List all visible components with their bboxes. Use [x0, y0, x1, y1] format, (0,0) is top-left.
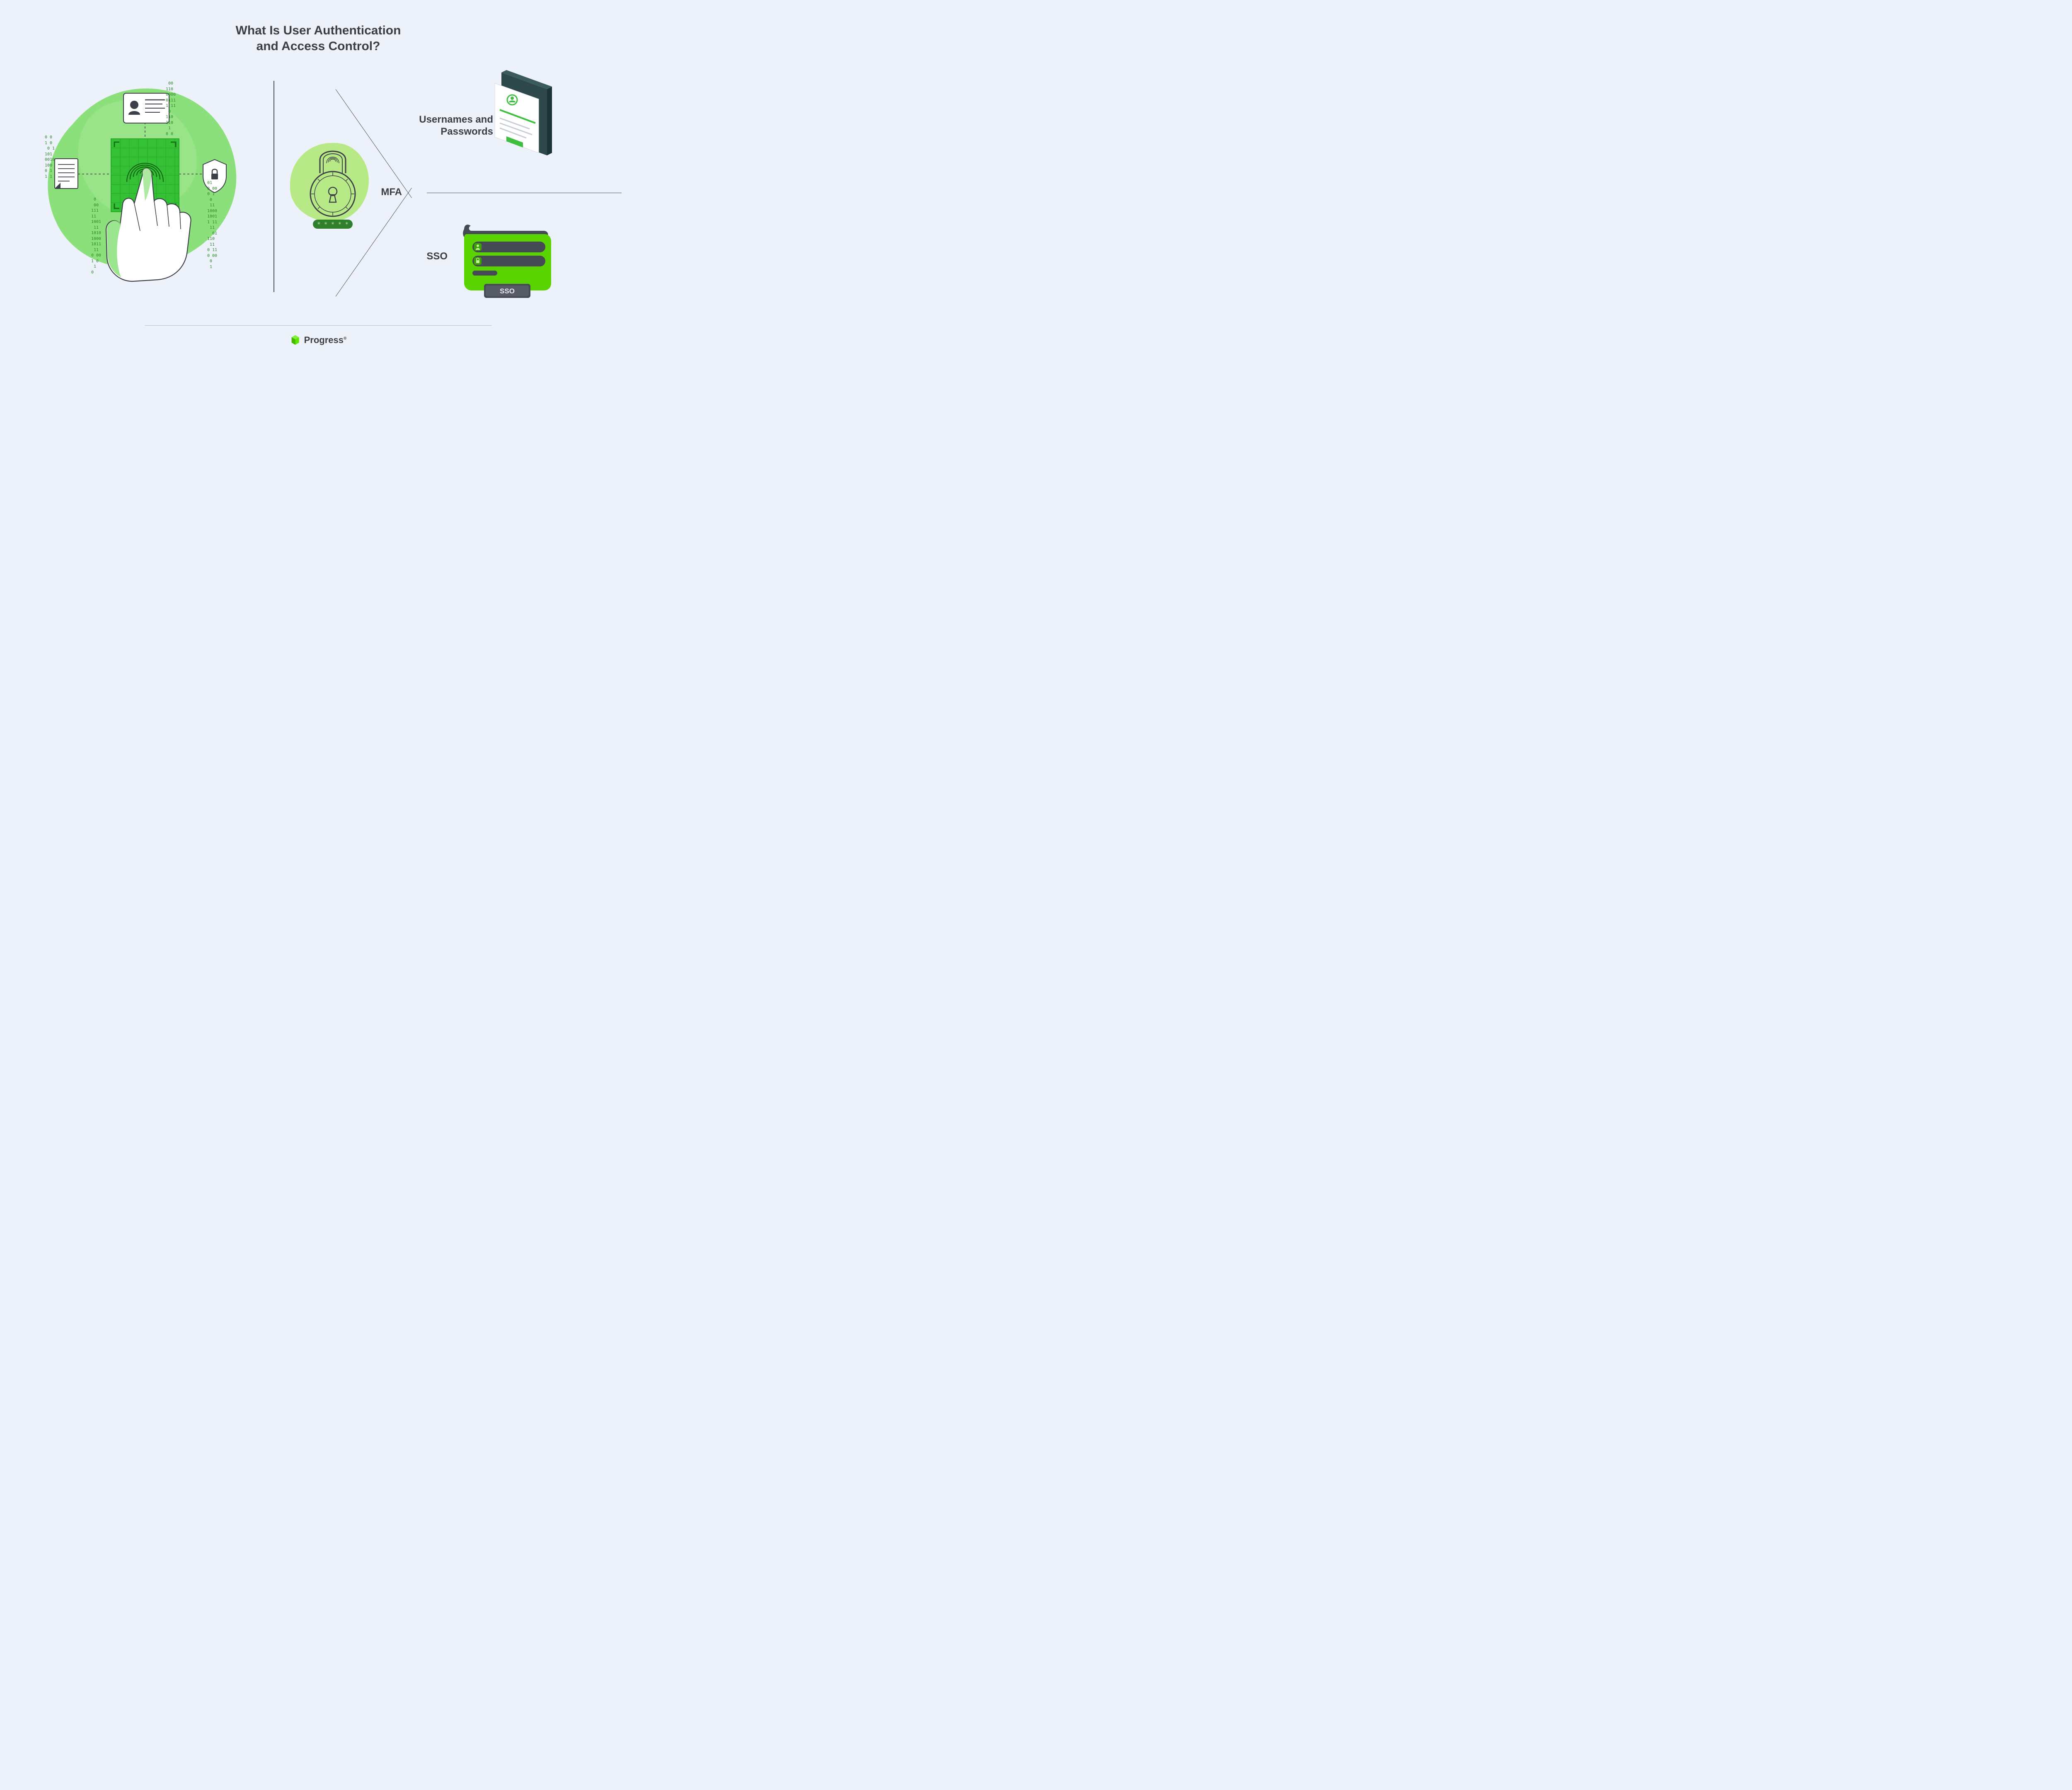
binary-text: 0 0 1 0 0 1 101 0010 100 0 1 1 1 [45, 135, 55, 179]
document-icon [55, 159, 78, 189]
label-mfa: MFA [373, 186, 402, 198]
methods-branch-area: Usernames and Passwords MFA SSO [274, 77, 620, 308]
label-sso: SSO [423, 251, 448, 262]
title-line-2: and Access Control? [257, 39, 380, 53]
binary-text: 0 00 111 11 1001 11 1010 1000 1011 11 0 … [91, 197, 101, 275]
binary-text: 01 0 00 0 1 0 11 1000 1001 1 11 11 01 11… [207, 180, 217, 270]
sso-illustration: SSO [452, 222, 559, 305]
page-title: What Is User Authentication and Access C… [236, 23, 401, 54]
sso-short-bar [472, 271, 497, 276]
lock-dial [310, 172, 355, 216]
fingerprint-mini-icon [327, 157, 339, 163]
sso-field-user [472, 242, 545, 252]
footer-divider [145, 325, 491, 326]
password-mask-text: * * * * * [317, 221, 349, 228]
title-line-1: What Is User Authentication [236, 24, 401, 37]
binary-text: 00 110 0000 0111 1 11 0 110 110 1 0 0 [166, 81, 176, 137]
mfa-illustration: * * * * * [290, 133, 373, 240]
brand-name: Progress® [304, 335, 347, 346]
phone-illustration [460, 64, 564, 164]
fingerprint-illustration: 0 0 1 0 0 1 101 0010 100 0 1 1 1 00 110 … [33, 73, 265, 292]
progress-logo-icon [290, 335, 301, 346]
sso-field-password [472, 256, 545, 266]
brand-footer: Progress® [290, 335, 347, 346]
id-card-icon [123, 93, 169, 123]
sso-badge-text: SSO [500, 287, 515, 295]
